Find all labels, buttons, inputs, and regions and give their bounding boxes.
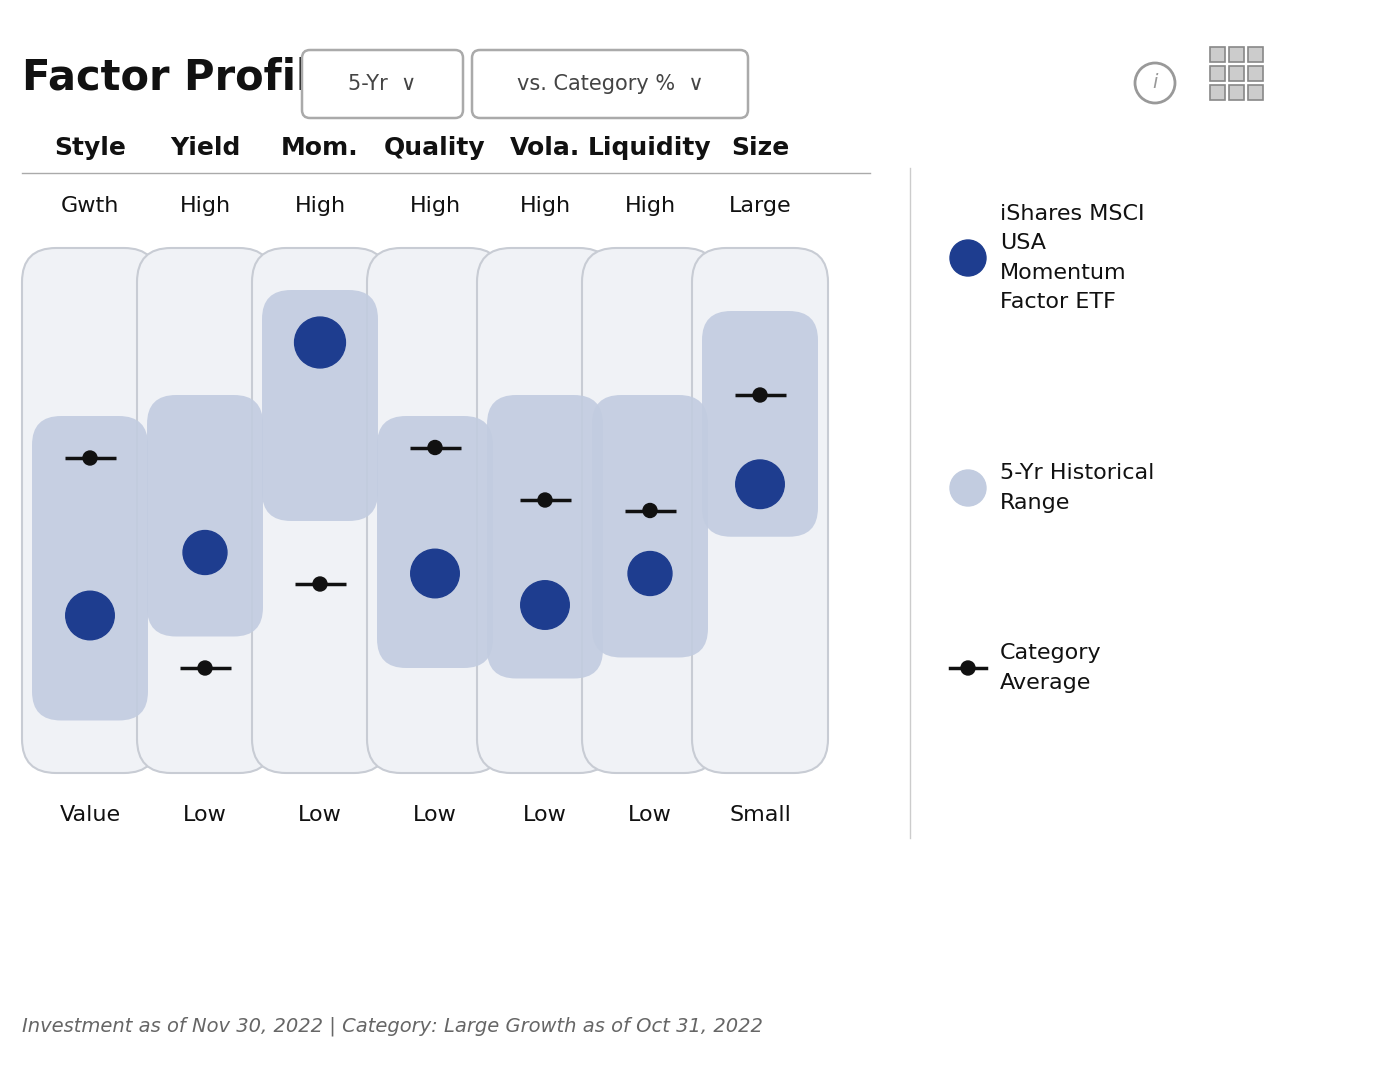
FancyBboxPatch shape <box>302 50 463 117</box>
Text: vs. Category %  ∨: vs. Category % ∨ <box>517 74 704 94</box>
Text: Low: Low <box>629 805 672 824</box>
Text: High: High <box>625 197 676 216</box>
FancyBboxPatch shape <box>703 311 818 537</box>
Text: Size: Size <box>730 136 789 160</box>
Text: Low: Low <box>523 805 567 824</box>
Circle shape <box>629 551 672 596</box>
FancyBboxPatch shape <box>367 248 503 773</box>
Text: High: High <box>180 197 230 216</box>
Text: Vola.: Vola. <box>510 136 580 160</box>
Text: iShares MSCI
USA
Momentum
Factor ETF: iShares MSCI USA Momentum Factor ETF <box>999 204 1144 313</box>
Circle shape <box>960 661 974 675</box>
FancyBboxPatch shape <box>146 395 263 637</box>
Circle shape <box>753 388 767 402</box>
FancyBboxPatch shape <box>1248 85 1263 100</box>
FancyBboxPatch shape <box>473 50 749 117</box>
Text: Value: Value <box>60 805 120 824</box>
Text: Low: Low <box>298 805 342 824</box>
Text: Mom.: Mom. <box>282 136 358 160</box>
Circle shape <box>643 503 657 518</box>
Circle shape <box>521 581 569 629</box>
Text: Quality: Quality <box>385 136 487 160</box>
Text: High: High <box>294 197 346 216</box>
FancyBboxPatch shape <box>252 248 388 773</box>
FancyBboxPatch shape <box>1230 66 1243 81</box>
Text: High: High <box>520 197 570 216</box>
Text: Low: Low <box>413 805 457 824</box>
FancyBboxPatch shape <box>1210 85 1225 100</box>
Circle shape <box>736 460 785 508</box>
FancyBboxPatch shape <box>137 248 273 773</box>
FancyBboxPatch shape <box>32 417 148 721</box>
Text: Gwth: Gwth <box>61 197 120 216</box>
Text: 5-Yr Historical
Range: 5-Yr Historical Range <box>999 464 1154 513</box>
Text: Low: Low <box>183 805 227 824</box>
Circle shape <box>411 549 459 598</box>
FancyBboxPatch shape <box>583 248 718 773</box>
Text: Factor Profile: Factor Profile <box>22 57 339 99</box>
Circle shape <box>314 577 328 591</box>
Text: Category
Average: Category Average <box>999 643 1101 693</box>
Circle shape <box>84 451 98 465</box>
Text: Style: Style <box>54 136 125 160</box>
FancyBboxPatch shape <box>22 248 158 773</box>
FancyBboxPatch shape <box>262 290 378 521</box>
FancyBboxPatch shape <box>1210 47 1225 62</box>
FancyBboxPatch shape <box>376 417 493 668</box>
FancyBboxPatch shape <box>487 395 604 678</box>
FancyBboxPatch shape <box>1230 85 1243 100</box>
FancyBboxPatch shape <box>1210 66 1225 81</box>
FancyBboxPatch shape <box>477 248 613 773</box>
Text: Yield: Yield <box>170 136 240 160</box>
Circle shape <box>66 592 114 640</box>
FancyBboxPatch shape <box>1248 47 1263 62</box>
FancyBboxPatch shape <box>1248 66 1263 81</box>
FancyBboxPatch shape <box>1230 47 1243 62</box>
Circle shape <box>198 661 212 675</box>
FancyBboxPatch shape <box>592 395 708 658</box>
Circle shape <box>428 440 442 455</box>
Circle shape <box>949 470 986 506</box>
Text: Investment as of Nov 30, 2022 | Category: Large Growth as of Oct 31, 2022: Investment as of Nov 30, 2022 | Category… <box>22 1017 763 1036</box>
Text: Small: Small <box>729 805 790 824</box>
FancyBboxPatch shape <box>691 248 828 773</box>
Text: Large: Large <box>729 197 792 216</box>
Text: 5-Yr  ∨: 5-Yr ∨ <box>348 74 417 94</box>
Circle shape <box>949 240 986 276</box>
Text: Liquidity: Liquidity <box>588 136 712 160</box>
Circle shape <box>538 493 552 507</box>
Circle shape <box>294 317 346 368</box>
Circle shape <box>183 531 227 575</box>
Text: High: High <box>410 197 460 216</box>
Text: i: i <box>1153 74 1157 93</box>
